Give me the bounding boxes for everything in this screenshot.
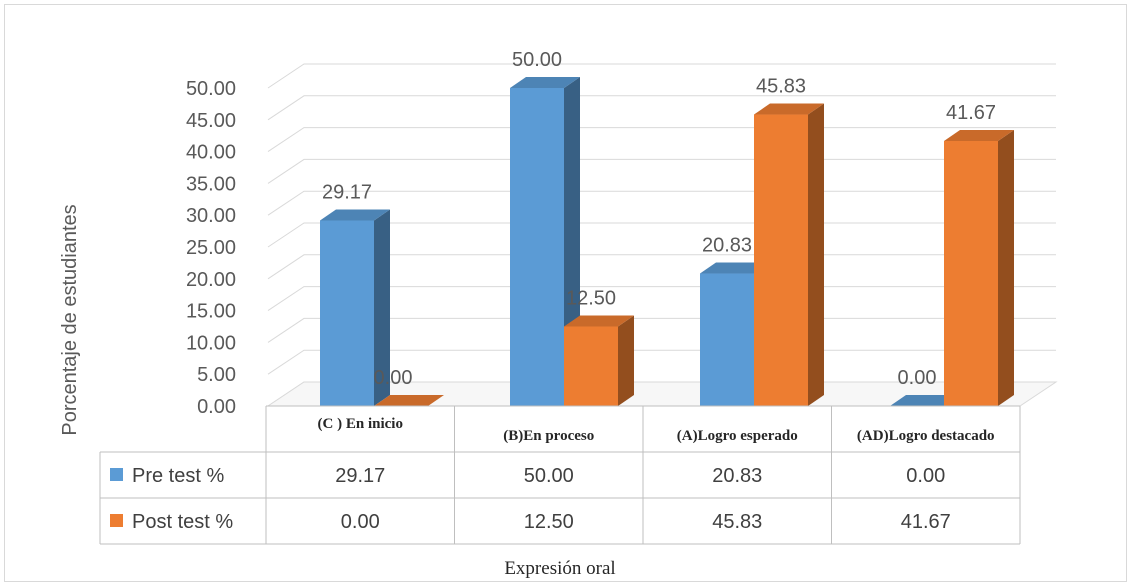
- table-cell: 45.83: [712, 511, 762, 533]
- x-category-label: (B)En proceso: [503, 428, 594, 444]
- y-tick-label: 40.00: [186, 142, 236, 164]
- data-label: 20.83: [702, 235, 752, 257]
- gridline: [268, 159, 1056, 183]
- gridline: [268, 64, 1056, 88]
- data-label: 50.00: [512, 49, 562, 71]
- y-tick-label: 10.00: [186, 332, 236, 354]
- bar-front: [754, 115, 808, 406]
- bar-side: [618, 316, 634, 407]
- y-tick-label: 45.00: [186, 110, 236, 132]
- data-label: 41.67: [946, 102, 996, 124]
- data-label: 45.83: [756, 76, 806, 98]
- y-axis-title: Porcentaje de estudiantes: [59, 204, 81, 435]
- y-tick-label: 30.00: [186, 205, 236, 227]
- y-tick-label: 50.00: [186, 78, 236, 100]
- data-label: 29.17: [322, 181, 372, 203]
- bar-front: [320, 220, 374, 406]
- data-label: 0.00: [898, 367, 937, 389]
- x-category-label: (A)Logro esperado: [677, 428, 798, 444]
- gridline: [268, 96, 1056, 120]
- y-tick-label: 20.00: [186, 269, 236, 291]
- legend-label: Pre test %: [132, 465, 224, 487]
- y-tick-label: 15.00: [186, 301, 236, 323]
- table-cell: 20.83: [712, 465, 762, 487]
- table-cell: 0.00: [341, 511, 380, 533]
- table-cell: 50.00: [524, 465, 574, 487]
- bar-side: [808, 104, 824, 406]
- legend-swatch: [110, 514, 123, 527]
- legend-swatch: [110, 468, 123, 481]
- y-tick-label: 35.00: [186, 173, 236, 195]
- table-cell: 12.50: [524, 511, 574, 533]
- table-cell: 41.67: [901, 511, 951, 533]
- data-label: 12.50: [566, 288, 616, 310]
- bar-front: [564, 327, 618, 407]
- bar-front: [700, 274, 754, 406]
- bar-front: [510, 88, 564, 406]
- x-category-label: (AD)Logro destacado: [857, 428, 995, 444]
- table-cell: 0.00: [906, 465, 945, 487]
- x-category-label: (C ) En inicio: [318, 416, 403, 432]
- y-tick-label: 0.00: [197, 396, 236, 418]
- data-label: 0.00: [374, 367, 413, 389]
- gridline: [268, 128, 1056, 152]
- y-tick-label: 5.00: [197, 364, 236, 386]
- bar-side: [998, 130, 1014, 406]
- x-axis-title: Expresión oral: [504, 558, 615, 579]
- bar-front: [944, 141, 998, 406]
- table-cell: 29.17: [335, 465, 385, 487]
- y-tick-label: 25.00: [186, 237, 236, 259]
- legend-label: Post test %: [132, 511, 233, 533]
